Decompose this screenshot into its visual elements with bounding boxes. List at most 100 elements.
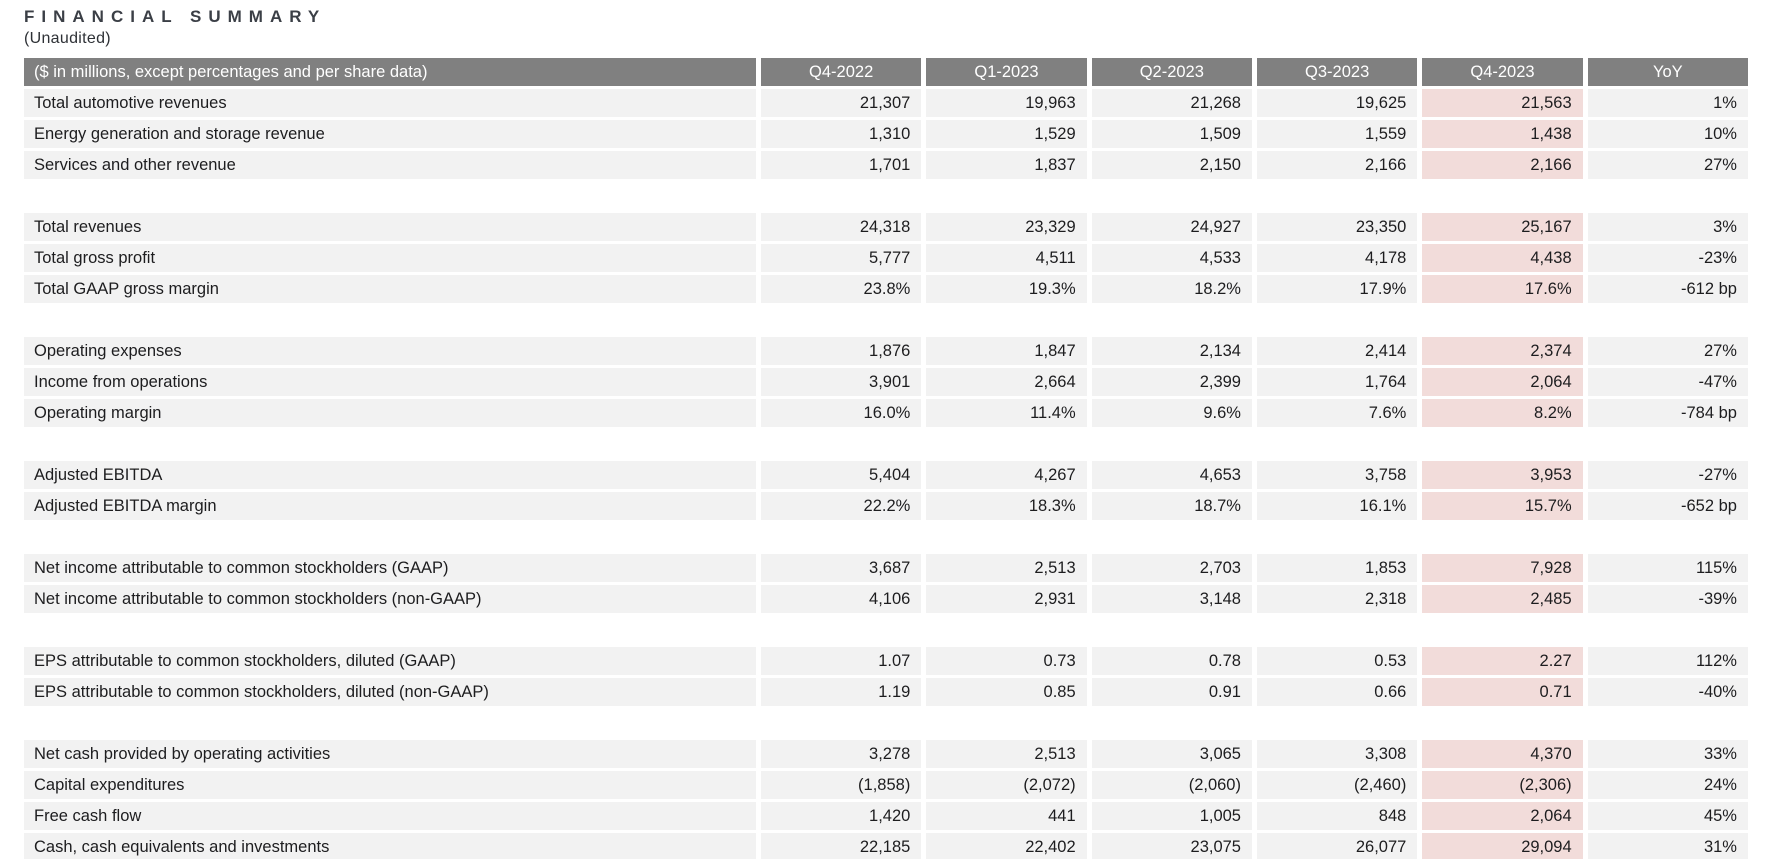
value-cell-highlighted: 2.27 (1422, 647, 1583, 675)
value-cell: 33% (1587, 740, 1748, 768)
group-spacer (24, 306, 1748, 334)
value-cell: 17.9% (1256, 275, 1418, 303)
value-cell: 11.4% (926, 399, 1087, 427)
value-cell: 0.91 (1091, 678, 1252, 706)
value-cell: 2,513 (926, 554, 1087, 582)
page-subtitle: (Unaudited) (24, 30, 111, 47)
value-cell-highlighted: 4,370 (1422, 740, 1583, 768)
value-cell: 1,764 (1256, 368, 1418, 396)
row-label: Operating margin (24, 399, 756, 427)
row-label: Net income attributable to common stockh… (24, 554, 756, 582)
value-cell: 2,931 (926, 585, 1087, 613)
value-cell: 23,350 (1256, 213, 1418, 241)
value-cell: 2,399 (1091, 368, 1252, 396)
value-cell: 1% (1587, 89, 1748, 117)
value-cell: 22.2% (761, 492, 922, 520)
value-cell: 2,166 (1256, 151, 1418, 179)
value-cell-highlighted: 8.2% (1422, 399, 1583, 427)
value-cell: 3,065 (1091, 740, 1252, 768)
value-cell: 1,310 (761, 120, 922, 148)
value-cell: 3% (1587, 213, 1748, 241)
value-cell: 19,963 (926, 89, 1087, 117)
value-cell: 1,420 (761, 802, 922, 830)
value-cell: 3,148 (1091, 585, 1252, 613)
table-row: Cash, cash equivalents and investments 2… (24, 833, 1748, 859)
table-row: Net cash provided by operating activitie… (24, 740, 1748, 768)
table-row: Net income attributable to common stockh… (24, 554, 1748, 582)
table-row: Net income attributable to common stockh… (24, 585, 1748, 613)
value-cell-highlighted: 2,166 (1422, 151, 1583, 179)
table-row: Free cash flow 1,420 441 1,005 848 2,064… (24, 802, 1748, 830)
value-cell: -40% (1587, 678, 1748, 706)
value-cell: 22,185 (761, 833, 922, 859)
value-cell-highlighted: 21,563 (1422, 89, 1583, 117)
value-cell: -652 bp (1587, 492, 1748, 520)
value-cell-highlighted: 2,374 (1422, 337, 1583, 365)
value-cell: 0.53 (1256, 647, 1418, 675)
table-row: Total automotive revenues 21,307 19,963 … (24, 89, 1748, 117)
value-cell: 23,329 (926, 213, 1087, 241)
value-cell: 2,703 (1091, 554, 1252, 582)
value-cell: 23,075 (1091, 833, 1252, 859)
value-cell: 19,625 (1256, 89, 1418, 117)
financial-table: ($ in millions, except percentages and p… (24, 58, 1748, 859)
row-label: Net income attributable to common stockh… (24, 585, 756, 613)
value-cell: -27% (1587, 461, 1748, 489)
value-cell: 2,318 (1256, 585, 1418, 613)
value-cell: (1,858) (761, 771, 922, 799)
value-cell: 1,701 (761, 151, 922, 179)
value-cell: -784 bp (1587, 399, 1748, 427)
table-row: Operating margin 16.0% 11.4% 9.6% 7.6% 8… (24, 399, 1748, 427)
group-spacer (24, 430, 1748, 458)
column-header-yoy: YoY (1587, 58, 1748, 86)
value-cell: 441 (926, 802, 1087, 830)
value-cell: 3,278 (761, 740, 922, 768)
row-label: Capital expenditures (24, 771, 756, 799)
table-row: Total gross profit 5,777 4,511 4,533 4,1… (24, 244, 1748, 272)
group-spacer (24, 182, 1748, 210)
value-cell-highlighted: 3,953 (1422, 461, 1583, 489)
value-cell: 10% (1587, 120, 1748, 148)
value-cell: 2,150 (1091, 151, 1252, 179)
group-spacer (24, 709, 1748, 737)
value-cell: 0.78 (1091, 647, 1252, 675)
table-row: Energy generation and storage revenue 1,… (24, 120, 1748, 148)
value-cell: 0.66 (1256, 678, 1418, 706)
value-cell: 2,134 (1091, 337, 1252, 365)
column-header-q4-2022: Q4-2022 (761, 58, 922, 86)
value-cell: 23.8% (761, 275, 922, 303)
value-cell: 16.0% (761, 399, 922, 427)
row-label: Total revenues (24, 213, 756, 241)
value-cell: 1.19 (761, 678, 922, 706)
value-cell-highlighted: 15.7% (1422, 492, 1583, 520)
page-title: FINANCIAL SUMMARY (24, 7, 327, 26)
value-cell: (2,060) (1091, 771, 1252, 799)
group-spacer (24, 523, 1748, 551)
value-cell-highlighted: 7,928 (1422, 554, 1583, 582)
row-label: Operating expenses (24, 337, 756, 365)
value-cell: 31% (1587, 833, 1748, 859)
value-cell: 1,529 (926, 120, 1087, 148)
value-cell: 18.3% (926, 492, 1087, 520)
value-cell: 24,927 (1091, 213, 1252, 241)
row-label: Free cash flow (24, 802, 756, 830)
value-cell: 16.1% (1256, 492, 1418, 520)
row-label: Total automotive revenues (24, 89, 756, 117)
value-cell: 26,077 (1256, 833, 1418, 859)
table-row: Capital expenditures (1,858) (2,072) (2,… (24, 771, 1748, 799)
table-row: Income from operations 3,901 2,664 2,399… (24, 368, 1748, 396)
table-header-caption: ($ in millions, except percentages and p… (24, 58, 756, 86)
row-label: Adjusted EBITDA margin (24, 492, 756, 520)
value-cell: 1,509 (1091, 120, 1252, 148)
value-cell: 4,178 (1256, 244, 1418, 272)
row-label: EPS attributable to common stockholders,… (24, 678, 756, 706)
value-cell: 18.7% (1091, 492, 1252, 520)
value-cell: -23% (1587, 244, 1748, 272)
value-cell: 22,402 (926, 833, 1087, 859)
value-cell: 4,533 (1091, 244, 1252, 272)
row-label: Income from operations (24, 368, 756, 396)
column-header-q1-2023: Q1-2023 (926, 58, 1087, 86)
value-cell: 0.85 (926, 678, 1087, 706)
value-cell-highlighted: 17.6% (1422, 275, 1583, 303)
value-cell: (2,460) (1256, 771, 1418, 799)
